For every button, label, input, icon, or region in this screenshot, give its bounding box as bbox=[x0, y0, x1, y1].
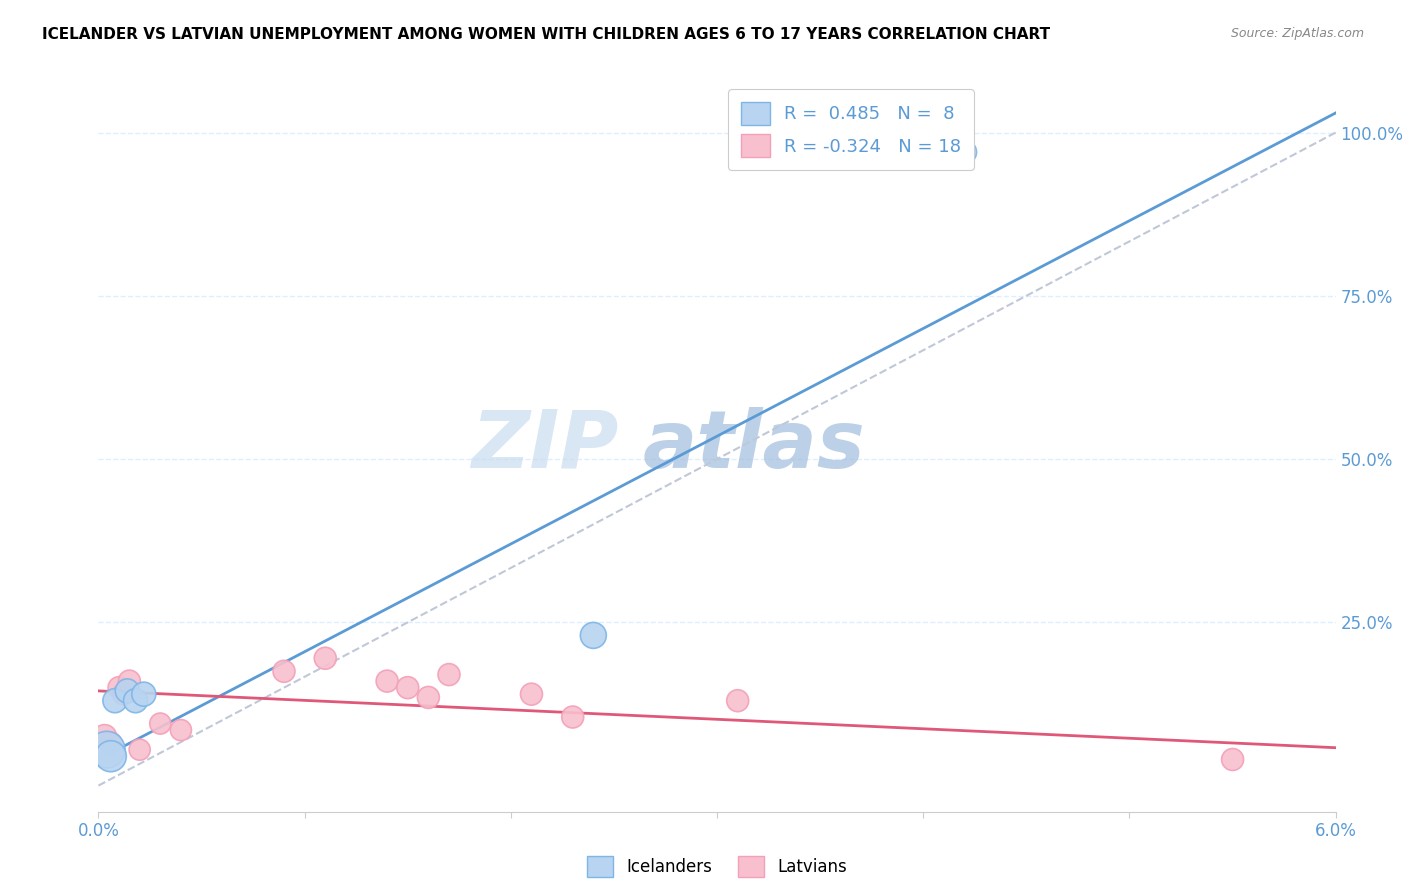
Point bbox=[314, 651, 336, 665]
Point bbox=[1222, 752, 1244, 766]
Point bbox=[118, 674, 141, 689]
Point bbox=[93, 730, 115, 744]
Point bbox=[132, 687, 155, 701]
Point bbox=[437, 667, 460, 681]
Point bbox=[128, 742, 150, 756]
Point bbox=[520, 687, 543, 701]
Point bbox=[112, 687, 135, 701]
Text: ICELANDER VS LATVIAN UNEMPLOYMENT AMONG WOMEN WITH CHILDREN AGES 6 TO 17 YEARS C: ICELANDER VS LATVIAN UNEMPLOYMENT AMONG … bbox=[42, 27, 1050, 42]
Point bbox=[273, 665, 295, 679]
Text: Source: ZipAtlas.com: Source: ZipAtlas.com bbox=[1230, 27, 1364, 40]
Point bbox=[96, 742, 118, 756]
Point bbox=[582, 628, 605, 642]
Text: ZIP: ZIP bbox=[471, 407, 619, 485]
Point bbox=[149, 716, 172, 731]
Point bbox=[375, 674, 398, 689]
Point bbox=[953, 145, 976, 160]
Point bbox=[124, 694, 146, 708]
Point bbox=[396, 681, 419, 695]
Point bbox=[100, 736, 122, 750]
Text: atlas: atlas bbox=[643, 407, 866, 485]
Point bbox=[100, 749, 122, 764]
Point bbox=[117, 684, 139, 698]
Point bbox=[561, 710, 583, 724]
Point bbox=[108, 681, 131, 695]
Point bbox=[170, 723, 193, 737]
Point bbox=[104, 694, 127, 708]
Point bbox=[418, 690, 440, 705]
Point bbox=[727, 694, 749, 708]
Legend: Icelanders, Latvians: Icelanders, Latvians bbox=[581, 849, 853, 884]
